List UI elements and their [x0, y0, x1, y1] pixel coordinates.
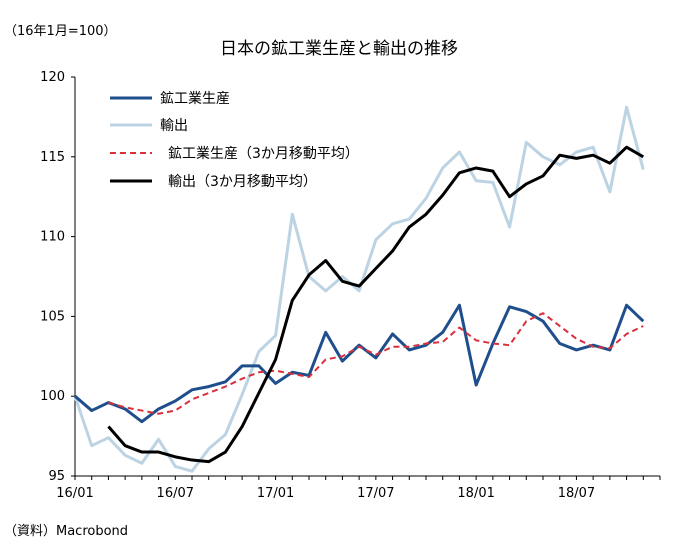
- y-tick-label: 95: [48, 469, 65, 484]
- x-tick-label: 16/07: [157, 486, 194, 501]
- y-tick-label: 100: [40, 389, 65, 404]
- legend-label-1: 輸出: [160, 118, 188, 134]
- y-tick-label: 110: [40, 230, 65, 245]
- chart-title: 日本の鉱工業生産と輸出の推移: [220, 39, 458, 59]
- y-tick-label: 120: [40, 70, 65, 85]
- legend-label-2: 鉱工業生産（3か月移動平均）: [168, 145, 359, 162]
- x-tick-label: 18/01: [457, 486, 494, 501]
- x-tick-label: 16/01: [56, 486, 93, 501]
- x-tick-label: 18/07: [558, 486, 595, 501]
- series-line-3: [107, 145, 645, 464]
- legend-label-0: 鉱工業生産: [160, 90, 230, 107]
- chart-axes: 95 100 105 110 115 120 16/01 16/07 17/01 17/07 18/…: [40, 70, 661, 501]
- series-line-0: [74, 303, 645, 424]
- series-line-1: [73, 105, 645, 473]
- series-line-2: [108, 312, 644, 415]
- index-base-note: （16年1月=100）: [4, 24, 117, 39]
- legend-label-3: 輸出（3か月移動平均）: [168, 174, 317, 190]
- x-tick-label: 17/07: [357, 486, 394, 501]
- source-note: （資料）Macrobond: [4, 524, 129, 539]
- y-tick-label: 115: [40, 150, 65, 165]
- series-lines: [73, 105, 645, 473]
- x-tick-label: 17/01: [257, 486, 294, 501]
- y-tick-label: 105: [40, 309, 65, 324]
